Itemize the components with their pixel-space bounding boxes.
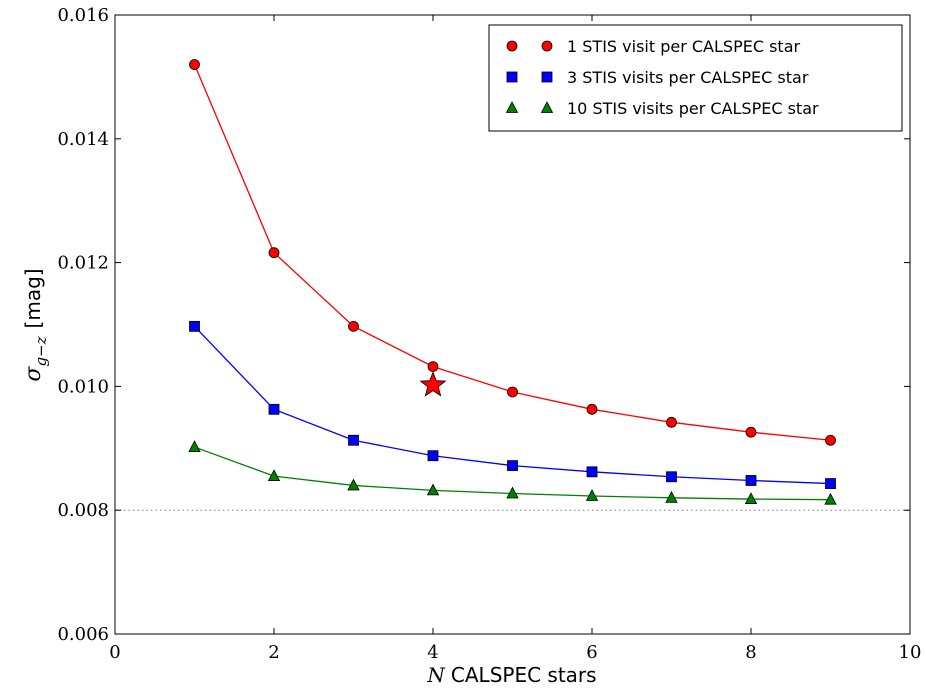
x-axis-label: N CALSPEC stars — [426, 663, 596, 687]
legend-marker-b-1 — [541, 40, 553, 52]
data-point-s1-2 — [268, 247, 280, 259]
plot-frame — [114, 14, 911, 635]
legend-box — [488, 24, 903, 132]
x-tick-label-4: 8 — [745, 642, 756, 663]
data-point-s3-4 — [426, 483, 440, 496]
data-point-s2-7 — [666, 471, 677, 483]
data-point-s1-8 — [745, 426, 757, 438]
data-point-s3-9 — [824, 492, 837, 505]
legend-label-2: 3 STIS visits per CALSPEC star — [567, 68, 809, 87]
data-point-s2-4 — [427, 450, 439, 462]
x-axis-label-italic: N — [426, 663, 446, 687]
highlight-star — [419, 371, 447, 397]
data-point-s1-5 — [507, 386, 518, 398]
x-axis-label-text: CALSPEC stars — [451, 663, 597, 687]
data-point-s1-3 — [348, 320, 359, 332]
data-point-s1-4 — [427, 361, 439, 372]
legend: 1 STIS visit per CALSPEC star 3 STIS visi… — [488, 24, 903, 132]
data-point-s3-1 — [188, 440, 201, 452]
data-point-s2-9 — [825, 478, 836, 489]
x-tick-label-5: 10 — [899, 642, 922, 663]
legend-label-1: 1 STIS visit per CALSPEC star — [567, 37, 800, 56]
data-point-s3-3 — [347, 478, 360, 491]
y-axis-label: σg−z [mag] — [21, 268, 50, 381]
legend-marker-b-2 — [541, 71, 553, 83]
data-point-s3-2 — [267, 469, 281, 482]
y-tick-label-3: 0.012 — [57, 253, 109, 274]
x-tick-label-3: 6 — [586, 642, 597, 663]
x-tick-label-1: 2 — [268, 642, 279, 663]
data-point-s2-1 — [189, 320, 200, 332]
legend-marker-a-2 — [506, 71, 518, 83]
series-line-2 — [194, 325, 831, 485]
y-tick-label-5: 0.016 — [57, 5, 109, 26]
data-point-s3-5 — [506, 486, 519, 499]
x-tick-label-2: 4 — [427, 642, 438, 663]
legend-marker-a-1 — [506, 40, 518, 52]
y-axis-label-subscript: g−z — [32, 336, 50, 366]
data-point-s2-6 — [586, 466, 598, 478]
axis-ticks: 0 2 4 6 8 10 0.006 0.008 0.010 0.012 0.014 0.016 — [57, 5, 921, 663]
data-point-s2-3 — [348, 434, 359, 446]
data-point-s2-8 — [745, 475, 757, 486]
x-tick-label-0: 0 — [109, 642, 120, 663]
y-axis-label-symbol: σ — [21, 366, 46, 382]
data-point-s2-5 — [507, 460, 518, 472]
data-point-s3-8 — [744, 492, 758, 504]
legend-marker-a-3 — [505, 101, 519, 113]
data-point-s2-2 — [268, 403, 280, 415]
data-point-s3-6 — [585, 489, 599, 501]
legend-label-3: 10 STIS visits per CALSPEC star — [567, 99, 819, 118]
y-tick-label-1: 0.008 — [57, 500, 109, 521]
data-point-s3-7 — [665, 490, 678, 503]
y-axis-label-unit: [mag] — [21, 268, 45, 328]
data-point-s1-7 — [666, 416, 677, 428]
data-point-s1-6 — [586, 403, 598, 415]
data-point-s1-1 — [189, 59, 200, 70]
plot-layer — [115, 59, 910, 511]
y-tick-label-4: 0.014 — [57, 129, 109, 150]
data-point-s1-9 — [825, 434, 836, 446]
y-tick-label-2: 0.010 — [57, 376, 109, 397]
legend-marker-b-3 — [540, 101, 554, 113]
y-tick-label-0: 0.006 — [57, 624, 109, 645]
